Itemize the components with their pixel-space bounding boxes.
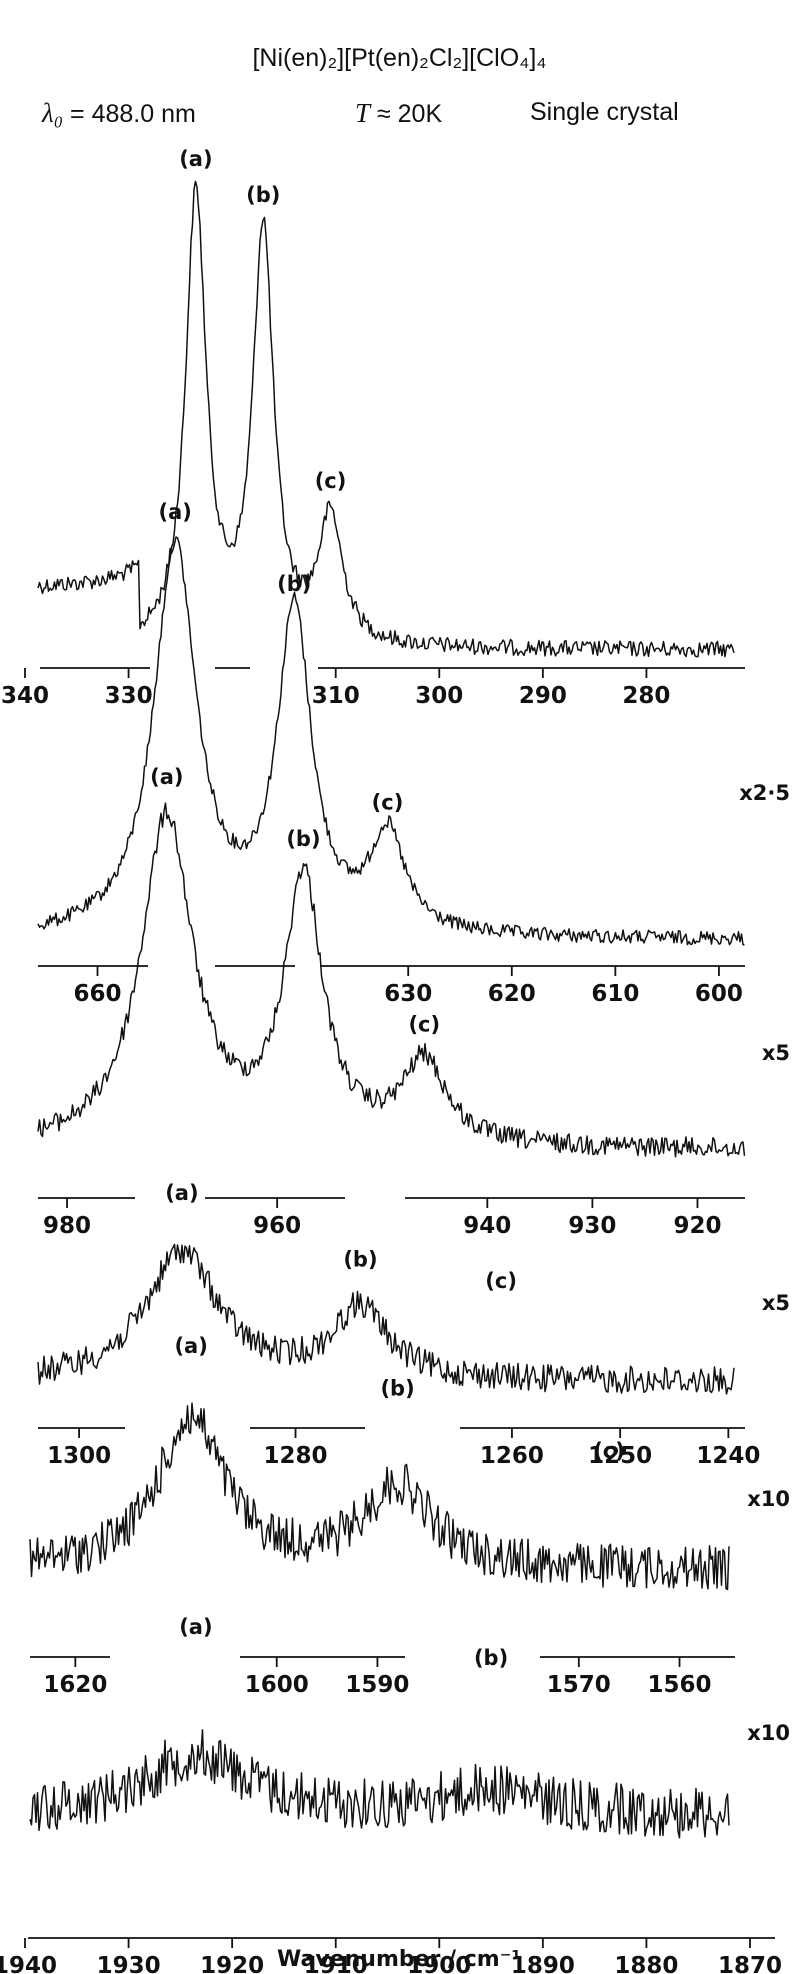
scale-factor-label: x5 [762,1041,790,1065]
x-tick-label: 940 [463,1213,511,1239]
peak-label: (b) [380,1377,414,1401]
spectrum-trace [37,180,735,658]
peak-label: (a) [179,147,212,171]
peak-label: (b) [246,183,280,207]
temperature-symbol: T [355,98,371,128]
x-tick-label: 1590 [345,1672,409,1698]
x-tick-label: 610 [591,981,639,1007]
x-tick-label: 1890 [511,1953,575,1974]
x-tick-label: 1240 [696,1443,760,1469]
x-tick-label: 980 [43,1213,91,1239]
peak-label: (a) [150,765,183,789]
peak-label: (b) [277,572,311,596]
peak-label: (a) [165,1181,198,1205]
scale-factor-label: x10 [747,1487,790,1511]
x-tick-label: 930 [568,1213,616,1239]
x-tick-label: 1260 [480,1443,544,1469]
peak-label: (c) [408,1013,440,1037]
peak-label: (b) [286,827,320,851]
x-tick-label: 330 [105,683,153,709]
spectrum-trace [37,536,745,946]
peak-label: (c) [372,791,404,815]
peak-label: (a) [174,1334,207,1358]
spectrum-trace [29,1729,730,1839]
x-tick-label: 630 [384,981,432,1007]
peak-label: (c) [593,1439,625,1463]
temperature-label: T ≈ 20K [355,98,442,129]
x-tick-label: 1900 [407,1953,471,1974]
spectrum-trace [37,1243,735,1395]
temperature-value: ≈ 20K [376,100,443,128]
x-tick-label: 1250 [588,1443,652,1469]
peak-label: (b) [343,1248,377,1272]
x-tick-label: 660 [73,981,121,1007]
x-tick-label: 1930 [97,1953,161,1974]
figure-title: [Ni(en)₂][Pt(en)₂Cl₂][ClO₄]₄ [252,44,547,72]
sample-label: Single crystal [530,98,679,126]
x-tick-label: 1920 [200,1953,264,1974]
x-tick-label: 1880 [614,1953,678,1974]
lambda-symbol: λ₀ [42,98,64,128]
x-axis-title: Wavenumber / cm⁻¹ [277,1947,521,1972]
peak-label: (b) [474,1646,508,1670]
scale-factor-label: x2·5 [739,781,790,805]
scale-factor-label: x10 [747,1721,790,1745]
x-tick-label: 1620 [43,1672,107,1698]
x-tick-label: 620 [488,981,536,1007]
x-tick-label: 600 [695,981,743,1007]
x-tick-label: 1560 [648,1672,712,1698]
x-tick-label: 340 [1,683,49,709]
x-tick-label: 300 [415,683,463,709]
excitation-value: = 488.0 nm [70,100,196,128]
x-tick-label: 280 [622,683,670,709]
x-tick-label: 1300 [47,1443,111,1469]
spectrum-trace [37,802,746,1158]
x-tick-label: 1280 [264,1443,328,1469]
peak-label: (a) [158,500,191,524]
peak-label: (a) [179,1615,212,1639]
x-tick-label: 290 [519,683,567,709]
x-tick-label: 960 [253,1213,301,1239]
x-tick-label: 1910 [304,1953,368,1974]
peak-label: (c) [485,1269,517,1293]
scale-factor-label: x5 [762,1291,790,1315]
x-tick-label: 1940 [0,1953,57,1974]
x-tick-label: 1870 [718,1953,782,1974]
x-tick-label: 1570 [547,1672,611,1698]
x-tick-label: 1600 [245,1672,309,1698]
x-tick-label: 310 [312,683,360,709]
excitation-wavelength: λ₀ = 488.0 nm [42,98,196,129]
spectrum-trace [29,1402,730,1591]
peak-label: (c) [315,469,347,493]
x-tick-label: 920 [673,1213,721,1239]
